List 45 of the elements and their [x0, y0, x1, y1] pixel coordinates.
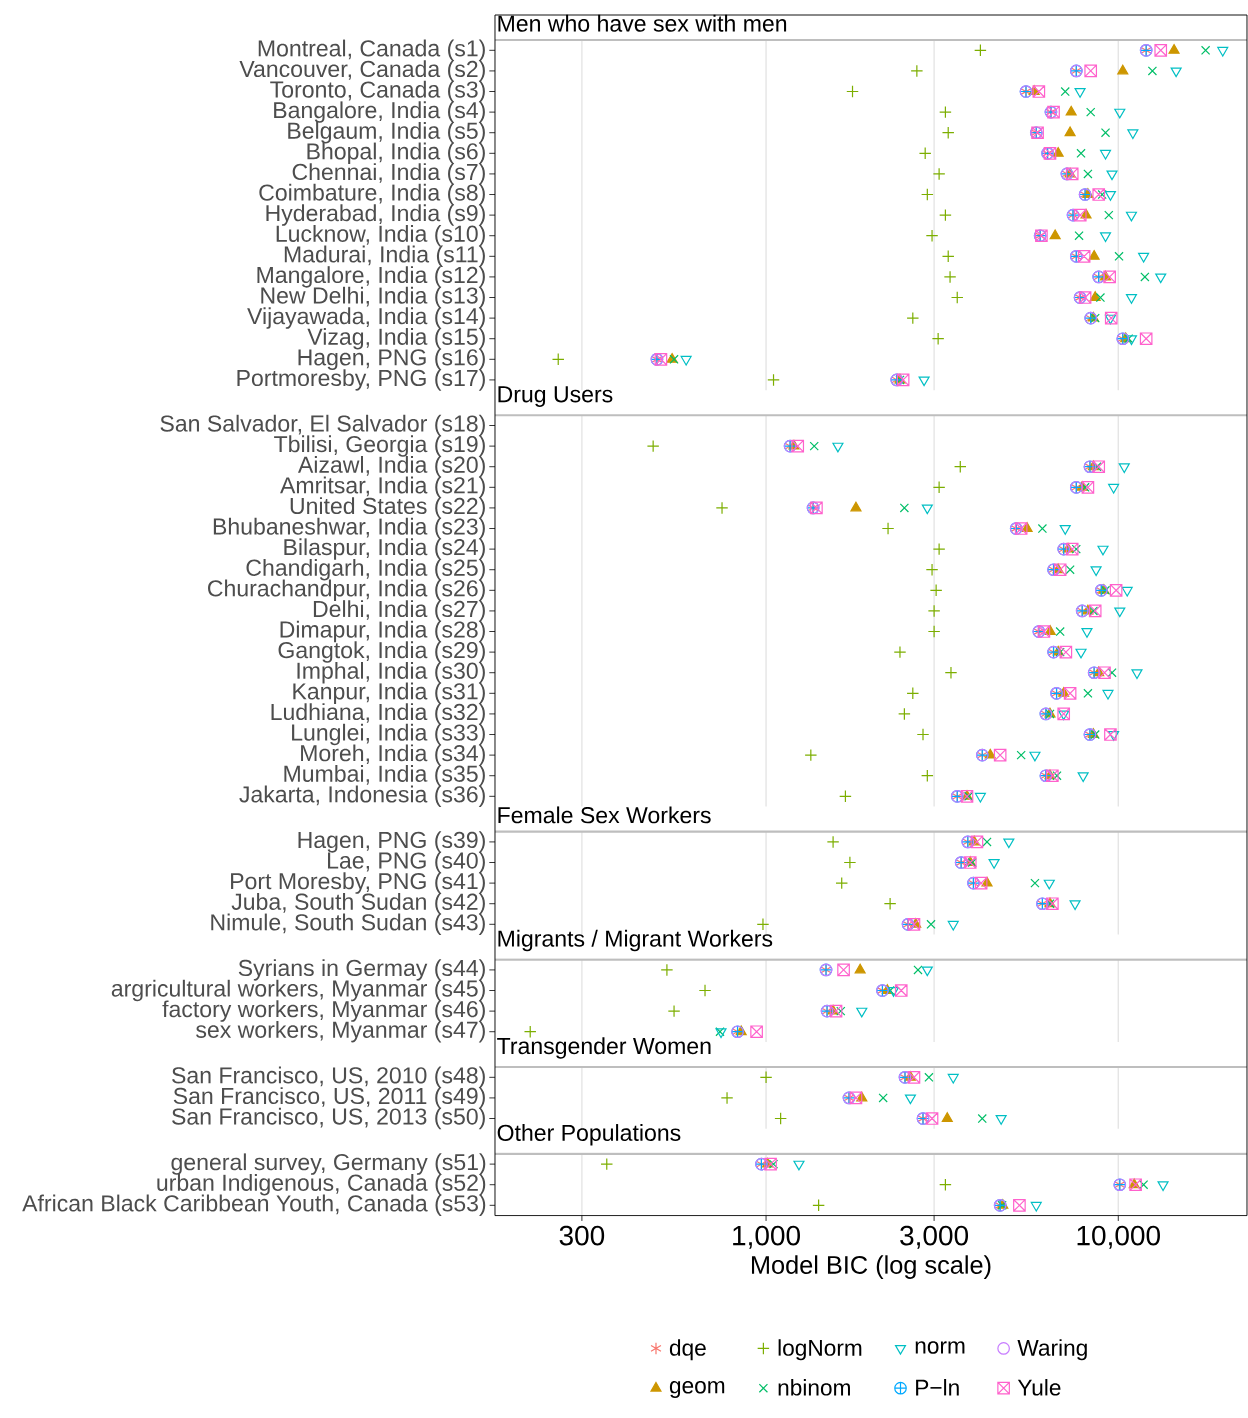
y-tick-label: Hagen, PNG (s39): [298, 831, 485, 853]
y-tick-label: Tbilisi, Georgia (s19): [274, 435, 485, 457]
legend-label: P−ln: [916, 1378, 959, 1396]
chart-title: Drug Users: [498, 386, 613, 407]
y-tick-label: Gangtok, India (s29): [278, 641, 485, 663]
y-tick-label: Mangalore, India (s12): [257, 266, 485, 288]
x-tick-label: 10,000: [1077, 1225, 1160, 1249]
y-tick-label: Vancouver, Canada (s2): [239, 60, 485, 82]
y-tick-label: United States (s22): [290, 497, 485, 519]
y-tick-label: Vijayawada, India (s14): [247, 307, 485, 329]
x-axis-title: Model BIC (log scale): [751, 1255, 991, 1279]
chart-title: Migrants / Migrant Workers: [498, 929, 773, 952]
y-tick-label: Chennai, India (s7): [292, 163, 485, 185]
x-tick-label: 3,000: [900, 1225, 969, 1249]
y-tick-label: Port Moresby, PNG (s41): [231, 872, 485, 894]
y-tick-label: Vizag, India (s15): [307, 327, 485, 350]
y-tick-label: Ludhiana, India (s32): [271, 703, 485, 725]
y-tick-label: Portmoresby, PNG (s17): [237, 369, 485, 391]
legend-label: Waring: [1017, 1339, 1087, 1361]
y-tick-label: general survey, Germany (s51): [171, 1153, 486, 1175]
y-tick-label: factory workers, Myanmar (s46): [162, 1000, 485, 1022]
x-tick-label: 300: [559, 1225, 605, 1246]
y-tick-label: Syrians in Germay (s44): [238, 959, 485, 981]
y-tick-label: Bilaspur, India (s24): [284, 538, 485, 560]
y-tick-label: Bangalore, India (s4): [274, 101, 485, 123]
chart-title: Transgender Women: [497, 1037, 711, 1059]
chart-title: Men who have sex with men: [498, 14, 787, 32]
legend-label: logNorm: [778, 1339, 862, 1361]
y-tick-label: San Francisco, US, 2013 (s50): [172, 1107, 485, 1130]
x-tick-label: 1,000: [733, 1225, 800, 1249]
chart-title: Other Populations: [497, 1124, 681, 1146]
y-tick-label: Hyderabad, India (s9): [266, 204, 485, 226]
legend-label: nbinom: [778, 1378, 850, 1396]
y-tick-label: San Francisco, US, 2011 (s49): [173, 1087, 485, 1109]
chart-title: Female Sex Workers: [498, 806, 711, 824]
y-tick-label: Delhi, India (s27): [313, 600, 485, 622]
y-tick-label: Hagen, PNG (s16): [298, 348, 485, 371]
y-tick-label: Jakarta, Indonesia (s36): [239, 785, 485, 808]
y-tick-label: African Black Caribbean Youth, Canada (s53): [22, 1194, 486, 1217]
legend-label: norm: [915, 1341, 965, 1354]
legend-label: dqe: [669, 1339, 706, 1361]
legend-label: geom: [669, 1381, 725, 1398]
legend-label: Yule: [1017, 1378, 1061, 1396]
y-tick-label: Moreh, India (s34): [301, 744, 485, 766]
y-tick-label: Nimule, South Sudan (s43): [211, 913, 485, 936]
